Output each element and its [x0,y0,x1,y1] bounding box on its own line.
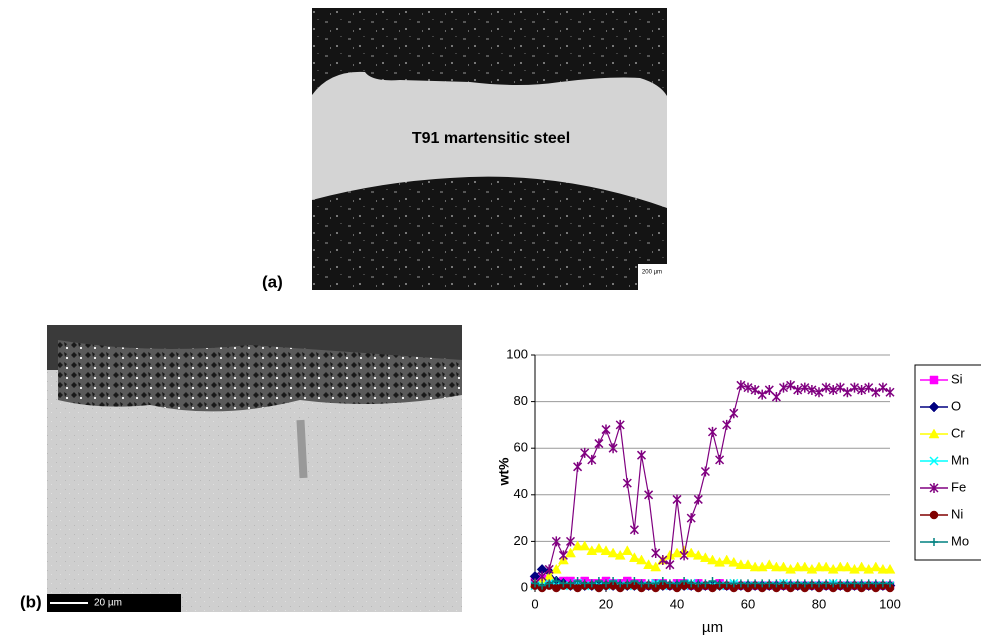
marker [595,439,603,449]
marker [764,560,774,569]
marker [801,383,809,393]
marker [595,584,603,592]
marker [871,562,881,571]
page: 200 µm T91 martensitic steel (a) 20 µm (… [0,0,981,637]
marker [744,383,752,393]
marker [666,560,674,570]
marker [787,380,795,390]
x-tick-label: 20 [599,596,613,611]
x-axis-label: µm [702,619,723,636]
x-tick-label: 100 [879,596,901,611]
marker [638,450,646,460]
marker [594,543,604,552]
marker [737,380,745,390]
marker [574,462,582,472]
marker [722,555,732,564]
legend-box [915,365,981,560]
scale-bar-label: 20 µm [94,598,122,609]
marker [780,383,788,393]
legend-label: Cr [951,425,965,440]
legend-label: Ni [951,506,963,521]
marker [808,385,816,395]
marker [758,390,766,400]
marker [630,525,638,535]
micrograph-b: 20 µm [47,325,462,612]
y-tick-label: 100 [506,346,528,361]
marker [694,494,702,504]
marker [552,584,560,592]
marker [886,387,894,397]
y-tick-label: 60 [514,440,528,455]
marker [772,392,780,402]
marker [730,408,738,418]
x-tick-label: 80 [812,596,826,611]
marker [701,467,709,477]
marker [723,420,731,430]
marker [616,420,624,430]
line-chart: 0 20 40 60 80 100 0 20 40 60 80 100 wt% µm [496,346,901,636]
marker [574,584,582,592]
y-tick-label: 0 [521,579,528,594]
marker [858,385,866,395]
panel-label: (b) [20,592,42,611]
legend-label: O [951,398,961,413]
y-tick-label: 40 [514,486,528,501]
marker [843,387,851,397]
legend-label: Si [951,371,963,386]
marker [822,383,830,393]
marker [687,513,695,523]
y-axis-label: wt% [496,457,512,487]
marker [673,494,681,504]
marker [930,511,938,519]
marker [829,385,837,395]
marker [794,385,802,395]
marker [851,383,859,393]
y-tick-label: 80 [514,393,528,408]
scale-bar-label: 200 µm [642,270,662,276]
legend-label: Mn [951,452,969,467]
annotation: T91 martensitic steel [412,130,570,147]
x-tick-label: 40 [670,596,684,611]
figure: 200 µm T91 martensitic steel (a) 20 µm (… [0,0,981,637]
marker [751,385,759,395]
panel-label: (a) [262,272,283,291]
x-tick-label: 60 [741,596,755,611]
marker [709,584,717,592]
marker [622,546,632,555]
marker [588,455,596,465]
legend-label: Mo [951,533,969,548]
x-tick-label: 0 [531,596,538,611]
marker [865,383,873,393]
marker [930,376,938,384]
marker [709,427,717,437]
marker [815,387,823,397]
micrograph-a: 200 µm T91 martensitic steel [312,8,667,290]
marker [836,383,844,393]
y-tick-label: 20 [514,533,528,548]
marker [716,455,724,465]
marker [872,387,880,397]
marker [623,478,631,488]
marker [602,425,610,435]
marker [879,383,887,393]
marker [857,562,867,571]
legend-label: Fe [951,479,966,494]
